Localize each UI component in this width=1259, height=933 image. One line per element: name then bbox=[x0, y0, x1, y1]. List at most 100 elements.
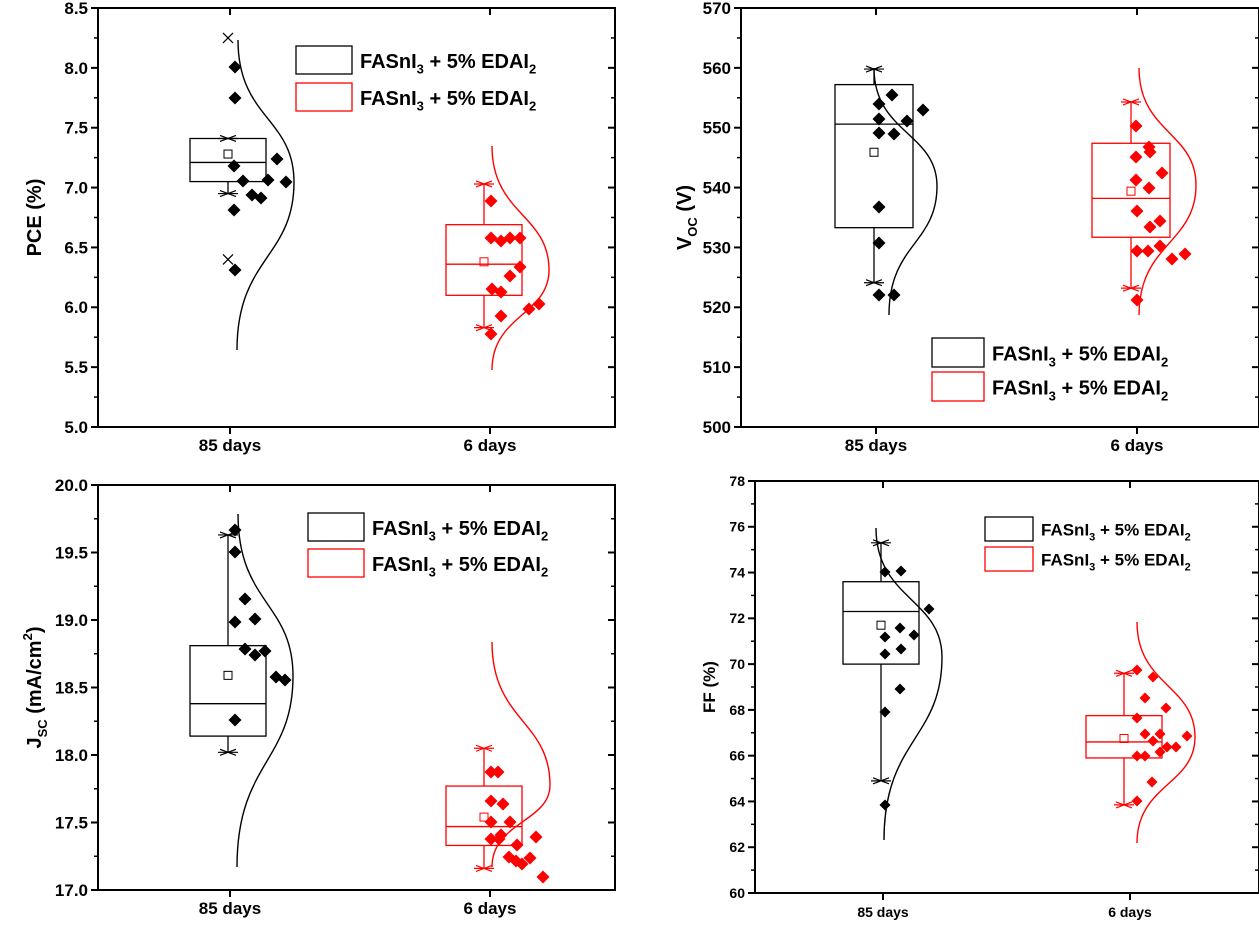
data-point-85-days bbox=[895, 565, 907, 577]
data-point-85-days bbox=[228, 263, 242, 277]
data-point-85-days bbox=[894, 683, 906, 695]
legend-text-part: + 5% EDAI bbox=[1095, 551, 1184, 570]
legend-text-part: FASnI bbox=[360, 88, 417, 110]
data-point-85-days bbox=[261, 173, 275, 187]
series-0 bbox=[189, 531, 267, 756]
y-tick-label: 7.0 bbox=[64, 179, 88, 198]
axis-title-part: (V) bbox=[674, 185, 696, 217]
y-tick-label: 6.5 bbox=[64, 238, 88, 257]
data-point-6-days bbox=[494, 309, 508, 323]
data-point-6-days bbox=[1161, 741, 1173, 753]
y-tick-label: 560 bbox=[703, 59, 731, 78]
axis-title-part: SC bbox=[35, 719, 50, 738]
y-tick-label: 510 bbox=[703, 358, 731, 377]
plot-frame bbox=[754, 480, 1259, 894]
data-point-6-days bbox=[484, 194, 498, 208]
outlier-mark bbox=[222, 32, 234, 44]
distribution-curve bbox=[236, 39, 295, 351]
data-point-6-days bbox=[503, 269, 517, 283]
data-point-6-days bbox=[491, 765, 505, 779]
series-1 bbox=[445, 180, 523, 332]
legend-text-part: 2 bbox=[1185, 562, 1191, 574]
box-iqr bbox=[842, 581, 920, 665]
y-tick-label: 5.0 bbox=[64, 418, 88, 437]
data-point-6-days bbox=[513, 260, 527, 274]
data-point-85-days bbox=[872, 97, 886, 111]
axis-title-part: J bbox=[24, 737, 46, 748]
legend-label: FASnI3 + 5% EDAI2 bbox=[372, 554, 548, 580]
distribution-curve bbox=[875, 527, 943, 841]
y-tick-label: 68 bbox=[729, 702, 745, 718]
data-point-85-days bbox=[270, 152, 284, 166]
data-point-6-days bbox=[1181, 730, 1193, 742]
legend-text-part: 3 bbox=[1089, 562, 1095, 574]
x-tick-label: 85 days bbox=[199, 899, 261, 918]
distribution-curve bbox=[1138, 67, 1197, 316]
axis-title-part: 2 bbox=[20, 633, 35, 640]
data-point-85-days bbox=[879, 799, 891, 811]
data-point-6-days bbox=[1170, 741, 1182, 753]
outlier-mark bbox=[222, 253, 234, 265]
data-point-6-days bbox=[515, 857, 529, 871]
y-axis-title: JSC (mA/cm2) bbox=[20, 627, 50, 749]
x-tick-label: 85 days bbox=[199, 436, 261, 455]
legend-label: FASnI3 + 5% EDAI2 bbox=[360, 88, 536, 114]
data-point-6-days bbox=[484, 832, 498, 846]
y-axis-title: PCE (%) bbox=[24, 179, 46, 257]
legend-swatch bbox=[984, 516, 1034, 542]
mean-marker bbox=[1119, 734, 1129, 743]
legend-text-part: 3 bbox=[429, 529, 436, 544]
plot-frame bbox=[97, 7, 616, 428]
data-point-85-days bbox=[879, 648, 891, 660]
mean-marker bbox=[1126, 186, 1136, 196]
legend-swatch bbox=[307, 512, 365, 542]
data-point-6-days bbox=[1165, 252, 1179, 266]
legend-text-part: 2 bbox=[1161, 388, 1168, 403]
data-point-6-days bbox=[536, 870, 550, 884]
data-point-85-days bbox=[887, 127, 901, 141]
axis-title-part: ) bbox=[24, 627, 46, 634]
axis-title-part: (mA/cm bbox=[24, 640, 46, 719]
data-point-6-days bbox=[532, 297, 546, 311]
legend-text-part: FASnI bbox=[1041, 551, 1089, 570]
data-point-6-days bbox=[1142, 181, 1156, 195]
data-point-85-days bbox=[254, 191, 268, 205]
box-iqr bbox=[445, 785, 523, 847]
data-point-6-days bbox=[494, 285, 508, 299]
data-point-6-days bbox=[1141, 244, 1155, 258]
y-tick-label: 20.0 bbox=[55, 476, 88, 495]
axis-title-part: V bbox=[674, 236, 696, 250]
legend-text-part: 3 bbox=[429, 565, 436, 580]
data-point-85-days bbox=[248, 612, 262, 626]
chart-pce: 5.0 5.5 6.0 6.5 7.0 7.5 8.0 8.5 85 days 6 days PCE… bbox=[24, 0, 616, 455]
data-point-6-days bbox=[484, 815, 498, 829]
y-tick-label: 7.5 bbox=[64, 119, 88, 138]
legend-text-part: FASnI bbox=[992, 344, 1049, 366]
legend-label: FASnI3 + 5% EDAI2 bbox=[372, 518, 548, 544]
y-tick-label: 17.0 bbox=[55, 881, 88, 900]
data-point-85-days bbox=[872, 288, 886, 302]
data-point-6-days bbox=[496, 797, 510, 811]
y-tick-label: 570 bbox=[703, 0, 731, 18]
distribution-curve bbox=[491, 145, 550, 371]
x-tick-label: 6 days bbox=[1108, 904, 1152, 920]
data-point-6-days bbox=[1153, 214, 1167, 228]
y-tick-label: 8.5 bbox=[64, 0, 88, 18]
data-point-6-days bbox=[1147, 735, 1159, 747]
y-axis-title: FF (%) bbox=[700, 661, 719, 713]
legend-text-part: + 5% EDAI bbox=[424, 88, 529, 110]
data-point-6-days bbox=[1130, 244, 1144, 258]
legend-text-part: + 5% EDAI bbox=[1095, 521, 1184, 540]
data-point-85-days bbox=[923, 603, 935, 615]
y-tick-label: 530 bbox=[703, 238, 731, 257]
x-tick-label: 85 days bbox=[845, 436, 907, 455]
distribution-curve bbox=[1136, 621, 1196, 844]
legend-text-part: 3 bbox=[1049, 354, 1056, 369]
legend-text-part: 3 bbox=[417, 99, 424, 114]
legend-text-part: 2 bbox=[529, 62, 536, 77]
data-point-6-days bbox=[1154, 746, 1166, 758]
data-point-6-days bbox=[1154, 728, 1166, 740]
data-point-6-days bbox=[1129, 119, 1143, 133]
legend-text-part: + 5% EDAI bbox=[1056, 378, 1161, 400]
